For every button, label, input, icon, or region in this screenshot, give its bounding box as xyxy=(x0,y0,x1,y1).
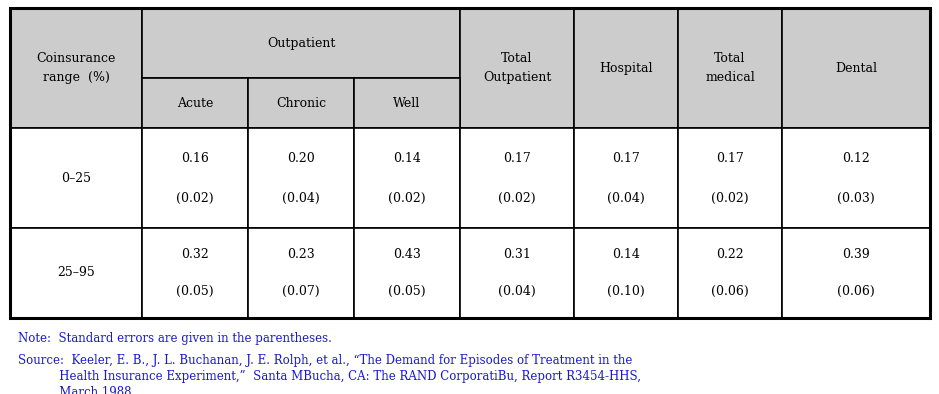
Text: Well: Well xyxy=(393,97,421,110)
Text: Outpatient: Outpatient xyxy=(267,37,335,50)
Bar xyxy=(10,128,142,228)
Text: 0.32: 0.32 xyxy=(181,249,208,262)
Text: 0.39: 0.39 xyxy=(842,249,870,262)
Bar xyxy=(354,128,460,228)
Bar xyxy=(574,8,678,128)
Text: March 1988.: March 1988. xyxy=(18,386,135,394)
Text: 0.23: 0.23 xyxy=(287,249,315,262)
Bar xyxy=(782,8,930,128)
Text: (0.06): (0.06) xyxy=(711,284,749,297)
Text: Health Insurance Experiment,”  Santa MBucha, CA: The RAND CorporatiBu, Report R3: Health Insurance Experiment,” Santa MBuc… xyxy=(18,370,641,383)
Text: Coinsurance
range  (%): Coinsurance range (%) xyxy=(37,52,115,84)
Text: 0.17: 0.17 xyxy=(503,152,531,165)
Text: 0.14: 0.14 xyxy=(612,249,640,262)
Bar xyxy=(678,8,782,128)
Bar xyxy=(678,128,782,228)
Text: 0.12: 0.12 xyxy=(842,152,870,165)
Bar xyxy=(10,228,142,318)
Text: 0–25: 0–25 xyxy=(61,171,91,184)
Text: (0.03): (0.03) xyxy=(838,191,875,204)
Text: (0.05): (0.05) xyxy=(388,284,425,297)
Text: (0.06): (0.06) xyxy=(838,284,875,297)
Text: (0.02): (0.02) xyxy=(177,191,214,204)
Text: Source:  Keeler, E. B., J. L. Buchanan, J. E. Rolph, et al., “The Demand for Epi: Source: Keeler, E. B., J. L. Buchanan, J… xyxy=(18,354,632,367)
Bar xyxy=(248,78,354,128)
Bar xyxy=(354,78,460,128)
Bar xyxy=(248,228,354,318)
Text: Hospital: Hospital xyxy=(599,61,653,74)
Bar xyxy=(142,228,248,318)
Text: (0.10): (0.10) xyxy=(608,284,645,297)
Text: 0.43: 0.43 xyxy=(393,249,421,262)
Bar xyxy=(354,228,460,318)
Text: (0.02): (0.02) xyxy=(711,191,748,204)
Text: 0.17: 0.17 xyxy=(716,152,744,165)
Text: 25–95: 25–95 xyxy=(57,266,95,279)
Bar xyxy=(142,128,248,228)
Text: 0.17: 0.17 xyxy=(612,152,639,165)
Bar xyxy=(248,128,354,228)
Bar xyxy=(10,8,142,128)
Bar xyxy=(574,228,678,318)
Text: (0.07): (0.07) xyxy=(283,284,320,297)
Bar xyxy=(460,8,574,128)
Bar xyxy=(678,228,782,318)
Text: (0.04): (0.04) xyxy=(282,191,320,204)
Bar xyxy=(782,228,930,318)
Text: 0.16: 0.16 xyxy=(181,152,209,165)
Bar xyxy=(574,128,678,228)
Bar xyxy=(142,78,248,128)
Text: 0.14: 0.14 xyxy=(393,152,421,165)
Text: 0.20: 0.20 xyxy=(287,152,315,165)
Text: (0.04): (0.04) xyxy=(498,284,536,297)
Text: (0.02): (0.02) xyxy=(388,191,425,204)
Text: Chronic: Chronic xyxy=(276,97,326,110)
Text: Total
medical: Total medical xyxy=(705,52,755,84)
Text: 0.22: 0.22 xyxy=(716,249,744,262)
Bar xyxy=(10,8,930,318)
Bar xyxy=(460,128,574,228)
Text: Dental: Dental xyxy=(835,61,877,74)
Text: (0.05): (0.05) xyxy=(177,284,214,297)
Text: (0.04): (0.04) xyxy=(608,191,645,204)
Text: Note:  Standard errors are given in the parentheses.: Note: Standard errors are given in the p… xyxy=(18,332,331,345)
Text: 0.31: 0.31 xyxy=(503,249,531,262)
Bar xyxy=(460,228,574,318)
Text: Acute: Acute xyxy=(177,97,213,110)
Text: (0.02): (0.02) xyxy=(499,191,536,204)
Text: Total
Outpatient: Total Outpatient xyxy=(483,52,551,84)
Bar xyxy=(142,8,460,78)
Bar xyxy=(782,128,930,228)
